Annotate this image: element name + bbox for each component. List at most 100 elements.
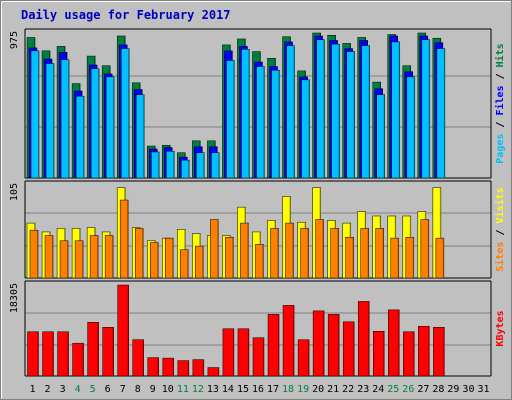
hits-pages-bar-1 (30, 50, 40, 179)
x-tick-label-4: 4 (75, 384, 81, 395)
x-tick-label-7: 7 (120, 384, 126, 395)
visits-sites-bar-19 (300, 228, 309, 279)
hits-pages-bar-15 (241, 49, 250, 179)
visits-ytick-label: 105 (9, 183, 20, 201)
hits-pages-bar-8 (135, 94, 145, 179)
kbytes-kbytes-bar-7 (117, 284, 129, 377)
hits-pages-bar-9 (151, 151, 160, 179)
x-tick-label-29: 29 (447, 384, 459, 395)
visits-sites-bar-17 (270, 228, 279, 279)
hits-series-label-part-0: Pages (495, 134, 506, 164)
x-tick-label-13: 13 (207, 384, 219, 395)
hits-ytick-label: 975 (9, 31, 20, 49)
kbytes-kbytes-bar-25 (388, 309, 400, 377)
hits-pages-bar-11 (181, 159, 190, 179)
visits-sites-bar-6 (104, 235, 114, 279)
x-tick-label-8: 8 (135, 384, 141, 395)
kbytes-kbytes-bar-15 (237, 328, 250, 377)
kbytes-kbytes-bar-3 (57, 331, 69, 377)
kbytes-series-label: KBytes (495, 310, 506, 346)
hits-pages-bar-3 (60, 59, 70, 179)
kbytes-kbytes-bar-19 (297, 339, 310, 377)
visits-sites-bar-14 (225, 237, 234, 279)
hits-pages-bar-25 (391, 41, 401, 179)
kbytes-kbytes-bar-14 (222, 328, 235, 377)
hits-pages-bar-20 (316, 39, 325, 179)
x-tick-label-14: 14 (222, 384, 234, 395)
x-tick-label-15: 15 (237, 384, 249, 395)
visits-sites-bar-10 (165, 237, 174, 279)
x-tick-label-6: 6 (105, 384, 111, 395)
x-tick-label-30: 30 (462, 384, 474, 395)
hits-pages-bar-14 (226, 60, 235, 179)
visits-sites-bar-1 (29, 229, 39, 279)
visits-sites-bar-11 (180, 249, 189, 279)
x-tick-label-17: 17 (267, 384, 279, 395)
hits-pages-bar-22 (346, 51, 355, 179)
x-tick-label-25: 25 (387, 384, 399, 395)
kbytes-kbytes-bar-9 (147, 357, 160, 377)
hits-pages-bar-10 (166, 150, 175, 179)
hits-series-label-part-1: / (495, 116, 506, 134)
x-tick-label-21: 21 (327, 384, 339, 395)
x-tick-label-11: 11 (177, 384, 189, 395)
x-tick-label-27: 27 (417, 384, 429, 395)
hits-pages-bar-16 (256, 66, 265, 179)
visits-sites-bar-23 (360, 228, 369, 279)
hits-pages-bar-27 (421, 39, 431, 179)
visits-sites-bar-28 (435, 237, 445, 279)
x-tick-label-22: 22 (342, 384, 354, 395)
hits-series-label-part-3: / (495, 67, 506, 85)
hits-pages-bar-5 (90, 68, 100, 179)
visits-sites-bar-21 (330, 228, 339, 279)
kbytes-series-label-part-0: KBytes (495, 310, 506, 346)
x-tick-label-28: 28 (432, 384, 444, 395)
visits-sites-bar-9 (150, 242, 159, 279)
visits-sites-bar-4 (74, 240, 84, 279)
visits-sites-bar-13 (210, 219, 219, 279)
visits-series-label: Sites / Visits (494, 187, 506, 271)
kbytes-kbytes-bar-22 (342, 321, 355, 377)
kbytes-kbytes-bar-1 (27, 331, 39, 377)
visits-sites-bar-20 (315, 219, 324, 279)
hits-pages-bar-24 (376, 94, 385, 179)
x-tick-label-3: 3 (60, 384, 66, 395)
hits-pages-bar-28 (436, 48, 446, 179)
visits-sites-bar-3 (59, 240, 69, 279)
kbytes-kbytes-bar-23 (357, 301, 370, 377)
visits-sites-bar-25 (390, 237, 400, 279)
visits-sites-bar-22 (345, 237, 354, 279)
x-tick-label-26: 26 (402, 384, 414, 395)
visits-series-label-part-1: / (495, 223, 506, 241)
kbytes-kbytes-bar-5 (87, 322, 99, 377)
visits-sites-bar-18 (285, 222, 294, 279)
visits-sites-bar-15 (240, 222, 249, 279)
hits-series-label-part-2: Files (494, 85, 506, 115)
kbytes-kbytes-bar-10 (162, 357, 175, 377)
x-tick-label-5: 5 (90, 384, 96, 395)
hits-pages-bar-2 (45, 63, 55, 179)
kbytes-kbytes-bar-2 (42, 331, 54, 377)
visits-sites-bar-12 (195, 245, 204, 279)
kbytes-kbytes-bar-18 (282, 305, 295, 377)
kbytes-kbytes-bar-13 (207, 367, 220, 377)
kbytes-kbytes-bar-12 (192, 359, 205, 377)
hits-pages-bar-4 (75, 95, 85, 179)
hits-pages-bar-19 (301, 79, 310, 179)
visits-sites-bar-5 (89, 235, 99, 279)
x-tick-label-20: 20 (312, 384, 324, 395)
kbytes-kbytes-bar-20 (312, 310, 325, 377)
kbytes-kbytes-bar-6 (102, 327, 114, 377)
chart-title: Daily usage for February 2017 (21, 8, 231, 22)
x-tick-label-9: 9 (150, 384, 156, 395)
x-tick-label-31: 31 (477, 384, 489, 395)
x-tick-label-19: 19 (297, 384, 309, 395)
hits-pages-bar-12 (196, 152, 205, 179)
x-tick-label-16: 16 (252, 384, 264, 395)
visits-series-label-part-0: Sites (494, 242, 506, 272)
kbytes-kbytes-bar-28 (433, 327, 445, 377)
visits-sites-bar-24 (375, 228, 384, 279)
kbytes-kbytes-bar-24 (372, 331, 385, 377)
